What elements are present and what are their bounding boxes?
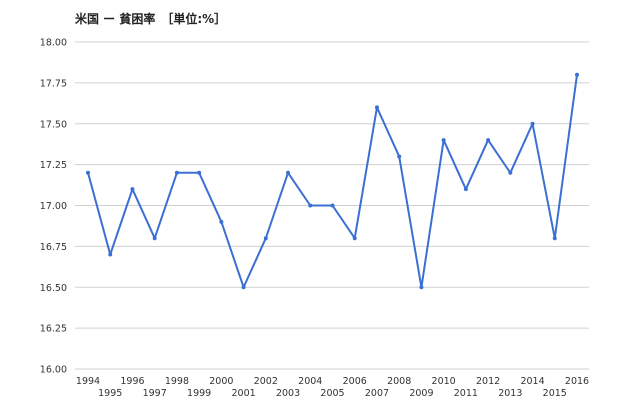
y-tick-label: 16.25 xyxy=(40,324,67,335)
x-tick-label: 2006 xyxy=(343,376,367,387)
x-tick-label: 2008 xyxy=(387,376,411,387)
data-point xyxy=(86,170,90,175)
x-tick-label: 2004 xyxy=(298,376,322,387)
data-point xyxy=(130,187,135,192)
y-tick-label: 17.25 xyxy=(40,160,67,171)
x-tick-label: 2014 xyxy=(520,376,544,387)
x-tick-label: 2016 xyxy=(565,376,589,387)
x-tick-label: 1997 xyxy=(143,388,167,399)
data-point xyxy=(352,236,357,241)
y-tick-label: 17.50 xyxy=(40,119,67,130)
x-tick-label: 2001 xyxy=(231,388,255,399)
data-point xyxy=(174,170,179,175)
x-tick-label: 2013 xyxy=(498,388,522,399)
chart-title: 米国 ー 貧困率 ［単位:%］ xyxy=(75,12,227,26)
data-point xyxy=(308,203,313,208)
y-tick-label: 16.50 xyxy=(40,283,67,294)
x-tick-label: 1999 xyxy=(187,388,211,399)
x-tick-label: 1996 xyxy=(120,376,144,387)
data-point xyxy=(152,236,157,241)
data-point xyxy=(286,170,291,175)
data-point xyxy=(263,236,268,241)
data-point xyxy=(419,285,424,290)
data-point xyxy=(241,285,246,290)
x-tick-label: 1998 xyxy=(165,376,189,387)
data-point xyxy=(397,154,402,159)
data-point xyxy=(530,121,535,126)
y-tick-label: 16.75 xyxy=(40,242,67,253)
x-tick-label: 2009 xyxy=(409,388,433,399)
x-tick-label: 2003 xyxy=(276,388,300,399)
x-tick-label: 1994 xyxy=(76,376,100,387)
y-tick-label: 16.00 xyxy=(40,365,67,376)
data-point xyxy=(463,187,468,192)
series-line xyxy=(87,74,578,289)
y-tick-label: 17.75 xyxy=(40,78,67,89)
data-point xyxy=(575,72,579,77)
data-point xyxy=(374,105,379,110)
data-point xyxy=(219,219,224,224)
data-point xyxy=(486,138,491,143)
y-tick-label: 17.00 xyxy=(40,201,67,212)
x-tick-label: 1995 xyxy=(98,388,122,399)
x-tick-label: 2011 xyxy=(454,388,478,399)
x-tick-label: 2000 xyxy=(209,376,233,387)
data-point xyxy=(108,252,113,257)
x-tick-label: 2005 xyxy=(320,388,344,399)
data-point xyxy=(330,203,335,208)
data-point xyxy=(552,236,557,241)
data-point xyxy=(441,138,446,143)
x-tick-label: 2015 xyxy=(543,388,567,399)
data-point xyxy=(197,170,202,175)
x-tick-label: 2010 xyxy=(432,376,456,387)
x-tick-label: 2012 xyxy=(476,376,500,387)
x-tick-label: 2002 xyxy=(254,376,278,387)
x-tick-label: 2007 xyxy=(365,388,389,399)
data-point xyxy=(508,170,513,175)
y-tick-label: 18.00 xyxy=(40,38,67,49)
